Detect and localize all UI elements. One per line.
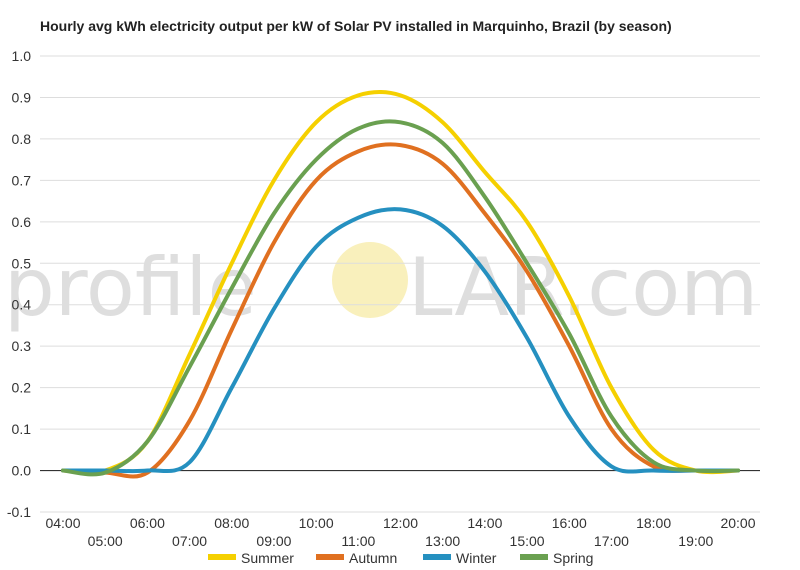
x-tick-label: 20:00: [720, 515, 755, 531]
y-tick-label: 1.0: [12, 48, 32, 64]
x-tick-label: 12:00: [383, 515, 418, 531]
x-tick-label: 04:00: [45, 515, 80, 531]
x-tick-label: 06:00: [130, 515, 165, 531]
series-line-autumn: [61, 142, 740, 479]
legend: Summer Autumn Winter Spring: [208, 550, 593, 566]
x-tick-label: 05:00: [88, 533, 123, 549]
legend-swatch-spring: [520, 554, 548, 560]
legend-swatch-summer: [208, 554, 236, 560]
x-tick-label: 18:00: [636, 515, 671, 531]
legend-label-winter: Winter: [456, 550, 497, 566]
legend-label-summer: Summer: [241, 550, 294, 566]
legend-label-spring: Spring: [553, 550, 593, 566]
x-tick-label: 07:00: [172, 533, 207, 549]
x-tick-label: 19:00: [678, 533, 713, 549]
grid: [40, 55, 760, 513]
x-tick-label: 15:00: [510, 533, 545, 549]
legend-label-autumn: Autumn: [349, 550, 397, 566]
x-tick-label: 11:00: [341, 533, 375, 549]
watermark-sun-icon: [332, 242, 408, 318]
series-line-spring: [61, 119, 740, 477]
y-tick-label: -0.1: [7, 504, 31, 520]
y-tick-label: 0.7: [12, 172, 32, 188]
y-tick-label: 0.5: [12, 255, 32, 271]
chart-title: Hourly avg kWh electricity output per kW…: [40, 18, 672, 34]
y-tick-label: 0.0: [12, 463, 32, 479]
legend-swatch-autumn: [316, 554, 344, 560]
x-tick-label: 09:00: [256, 533, 291, 549]
x-tick-label: 10:00: [299, 515, 334, 531]
x-tick-label: 13:00: [425, 533, 460, 549]
watermark-text-right: LAR.com: [408, 241, 758, 334]
watermark: profile LAR.com: [4, 241, 758, 334]
legend-swatch-winter: [423, 554, 451, 560]
y-tick-label: 0.1: [12, 421, 32, 437]
axes: -0.1 0.0 0.1 0.2 0.3 0.4 0.5 0.6 0.7 0.8 0.9 1.0 04:…: [7, 48, 756, 549]
series-line-summer: [61, 90, 740, 475]
y-tick-label: 0.3: [12, 338, 32, 354]
x-tick-label: 08:00: [214, 515, 249, 531]
y-tick-label: 0.9: [12, 89, 32, 105]
series-lines: [61, 90, 740, 479]
x-tick-label: 17:00: [594, 533, 629, 549]
y-tick-label: 0.6: [12, 214, 32, 230]
y-tick-label: 0.8: [12, 131, 32, 147]
series-line-winter: [61, 207, 740, 474]
x-tick-label: 16:00: [552, 515, 587, 531]
y-tick-label: 0.2: [12, 380, 32, 396]
y-tick-label: 0.4: [12, 297, 32, 313]
x-tick-label: 14:00: [467, 515, 502, 531]
